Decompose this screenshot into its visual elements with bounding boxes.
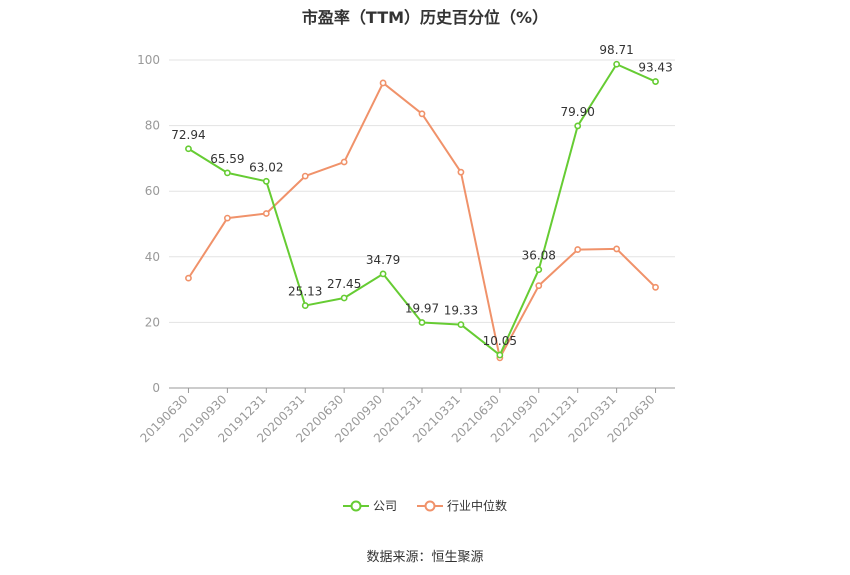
company-data-label: 27.45 [327,277,361,291]
company-data-point [340,294,348,302]
chart-legend: 公司 行业中位数 [0,497,850,514]
industry-median-data-point [379,79,387,87]
company-data-label: 10.05 [483,334,517,348]
y-tick-label: 80 [145,119,160,133]
legend-marker-industry-median [417,500,443,511]
company-data-point [496,351,504,359]
company-data-point [535,266,543,274]
company-data-point [418,319,426,326]
company-data-label: 34.79 [366,253,400,267]
company-data-point [613,60,621,68]
legend-item-company[interactable]: 公司 [342,497,397,514]
company-data-label: 65.59 [210,152,244,166]
industry-median-data-point [574,246,582,253]
company-data-label: 25.13 [288,285,322,299]
industry-median-series-line [187,81,657,359]
legend-label-company: 公司 [372,499,397,513]
industry-median-data-point [185,274,192,282]
industry-median-data-point [535,282,543,290]
industry-median-data-point [340,158,348,166]
data-source-note: 数据来源：恒生聚源 [366,550,484,565]
company-data-point [379,270,387,278]
industry-median-data-point [457,168,465,176]
legend-marker-company [342,500,369,511]
industry-median-data-point [652,283,659,291]
company-data-label: 63.02 [249,160,283,174]
y-tick-label: 0 [152,381,160,395]
industry-median-data-point [223,214,231,222]
legend-label-industry-median: 行业中位数 [447,499,508,513]
company-data-label: 19.97 [405,301,439,315]
company-data-point [574,122,582,130]
company-data-point [185,145,192,153]
company-data-point [652,78,659,85]
company-data-point [262,177,270,185]
company-data-label: 98.71 [599,43,633,57]
y-tick-label: 20 [145,315,160,329]
y-tick-label: 100 [137,53,160,67]
chart-title: 市盈率（TTM）历史百分位（%） [301,8,549,27]
company-data-point [223,169,231,177]
company-data-label: 36.08 [522,249,556,263]
industry-median-data-point [262,210,270,217]
industry-median-data-point [613,245,621,253]
company-data-label: 93.43 [638,61,672,75]
company-data-label: 79.90 [561,105,595,119]
company-data-label: 19.33 [444,304,478,318]
y-tick-label: 60 [145,184,160,198]
y-tick-label: 40 [145,250,160,264]
legend-item-industry-median[interactable]: 行业中位数 [417,497,507,514]
company-data-label: 72.94 [171,128,205,142]
industry-median-data-point [418,110,426,118]
company-data-point [301,302,309,309]
company-data-point [457,321,465,328]
industry-median-data-point [301,172,309,180]
